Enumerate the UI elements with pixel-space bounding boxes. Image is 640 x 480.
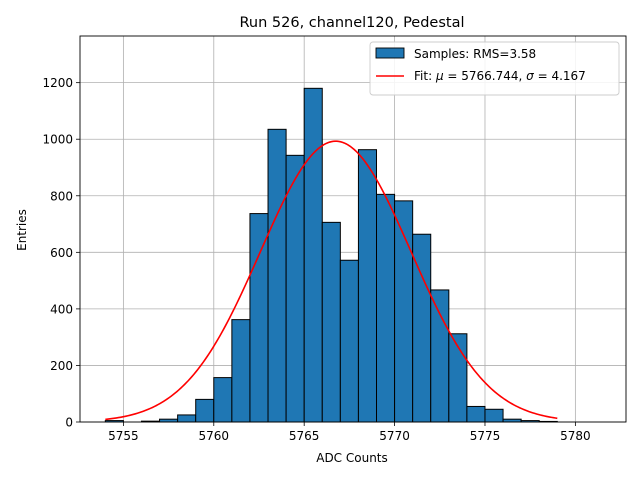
histogram-bar [231,319,251,423]
y-tick-label: 0 [65,416,73,430]
legend-box [369,41,620,96]
histogram-bar [249,213,269,423]
histogram-bar [177,414,197,423]
axis-ticks: 5755 5760 5765 5770 5775 5780 0 200 400 600 800 100… [42,76,590,443]
y-tick-label: 600 [50,246,73,260]
histogram-bar [430,289,450,423]
histogram-bars [104,87,558,423]
chart-title: Run 526, channel120, Pedestal [239,15,464,31]
legend-fit-label: Fit: μ = 5766.744, σ = 4.167 [414,69,586,83]
axes-frame [79,35,627,423]
histogram-bar [484,408,504,423]
y-tick-label: 1200 [42,76,73,90]
x-axis-label: ADC Counts [316,451,388,465]
y-tick-label: 800 [50,189,73,203]
histogram-bar [303,87,323,423]
x-tick-label: 5770 [379,429,410,443]
y-axis-label: Entries [15,209,29,251]
histogram-bar [213,377,233,423]
histogram-bar [339,259,359,423]
histogram-bar [376,193,396,423]
y-tick-label: 200 [50,359,73,373]
histogram-bar [285,154,305,423]
histogram-bar [466,405,486,423]
histogram-bar [321,221,341,423]
histogram-bar [357,149,378,423]
fit-curve [105,140,558,421]
histogram-bar [267,128,287,423]
x-tick-label: 5775 [470,429,501,443]
y-tick-label: 1000 [42,133,73,147]
legend-bars-swatch [375,47,405,59]
x-tick-label: 5755 [108,429,139,443]
histogram-bar [195,398,215,423]
legend-samples-label: Samples: RMS=3.58 [414,47,536,61]
x-tick-label: 5760 [199,429,230,443]
x-tick-label: 5765 [289,429,320,443]
y-tick-label: 400 [50,302,73,316]
legend: Samples: RMS=3.58 Fit: μ = 5766.744, σ =… [369,41,620,96]
x-tick-label: 5780 [560,429,591,443]
